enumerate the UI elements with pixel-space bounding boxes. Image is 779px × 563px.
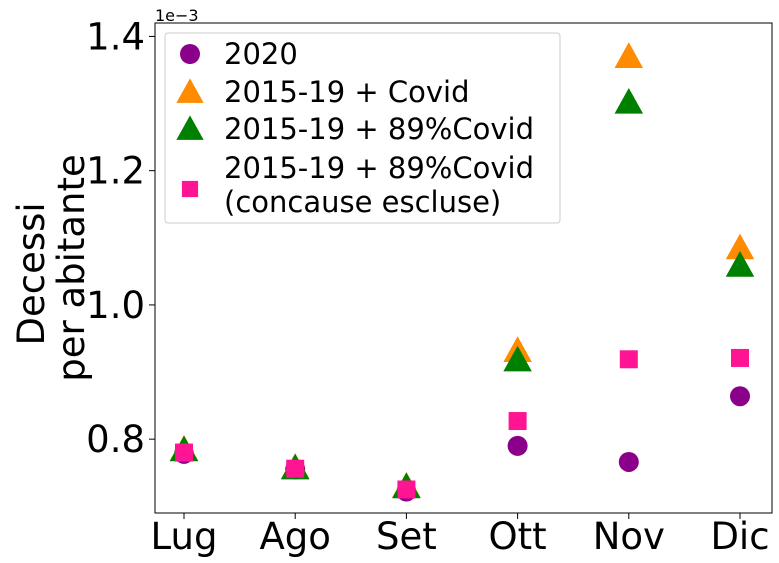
x-tick-label-nov: Nov [593, 515, 665, 558]
point-series-3-dic [725, 251, 755, 277]
legend-marker-4 [181, 180, 199, 198]
plot-frame [154, 22, 773, 514]
point-series-3-nov [614, 87, 644, 114]
y-tick-label: 0.8 [86, 418, 145, 461]
legend-item-4: 2015-19 + 89%Covid (concause escluse) [181, 151, 534, 219]
y-offset-label: 1e−3 [155, 6, 199, 25]
legend-label-4: 2015-19 + 89%Covid (concause escluse) [224, 151, 534, 219]
point-series-4-lug [175, 443, 193, 462]
x-tick-label-ago: Ago [259, 515, 330, 558]
y-axis: 0.8 1.0 1.2 1.4 [86, 15, 155, 461]
x-tick-label-dic: Dic [710, 515, 769, 558]
x-tick-label-ott: Ott [489, 515, 547, 558]
y-tick-label: 1.2 [86, 150, 145, 193]
legend-label-1: 2020 [224, 37, 298, 71]
series-4 [175, 348, 749, 499]
x-axis: Lug Ago Set Ott Nov Dic [151, 513, 770, 558]
point-series-2-nov [614, 42, 644, 68]
y-axis-label-line-1: Decessi [10, 202, 53, 345]
y-tick-label: 1.4 [86, 15, 145, 58]
legend-frame [164, 32, 561, 224]
legend-item-1: 2020 [180, 37, 298, 71]
point-series-1-nov [618, 451, 639, 472]
chart-marks [169, 42, 755, 502]
point-series-4-ago [286, 459, 305, 478]
series-1 [174, 386, 750, 502]
y-axis-label: Decessi per abitante [10, 154, 93, 382]
legend-label-2: 2015-19 + Covid [224, 75, 470, 109]
x-tick-label-set: Set [376, 515, 437, 558]
point-series-4-dic [731, 348, 749, 367]
legend-marker-3 [176, 115, 204, 140]
y-axis-label-line-2: per abitante [50, 154, 93, 382]
point-series-2-dic [725, 233, 755, 260]
point-series-1-dic [730, 386, 750, 407]
legend-marker-2 [176, 78, 204, 103]
point-series-1-ott [507, 435, 528, 456]
point-series-4-set [397, 480, 416, 499]
legend-item-3: 2015-19 + 89%Covid [176, 112, 534, 146]
point-series-4-nov [619, 350, 638, 369]
y-tick-label: 1.0 [86, 284, 145, 327]
point-series-4-ott [508, 412, 527, 431]
x-tick-label-lug: Lug [151, 515, 218, 558]
legend-item-2: 2015-19 + Covid [176, 75, 470, 109]
legend-marker-1 [180, 44, 200, 64]
point-series-3-ott [503, 345, 532, 372]
legend-label-3: 2015-19 + 89%Covid [224, 112, 534, 146]
